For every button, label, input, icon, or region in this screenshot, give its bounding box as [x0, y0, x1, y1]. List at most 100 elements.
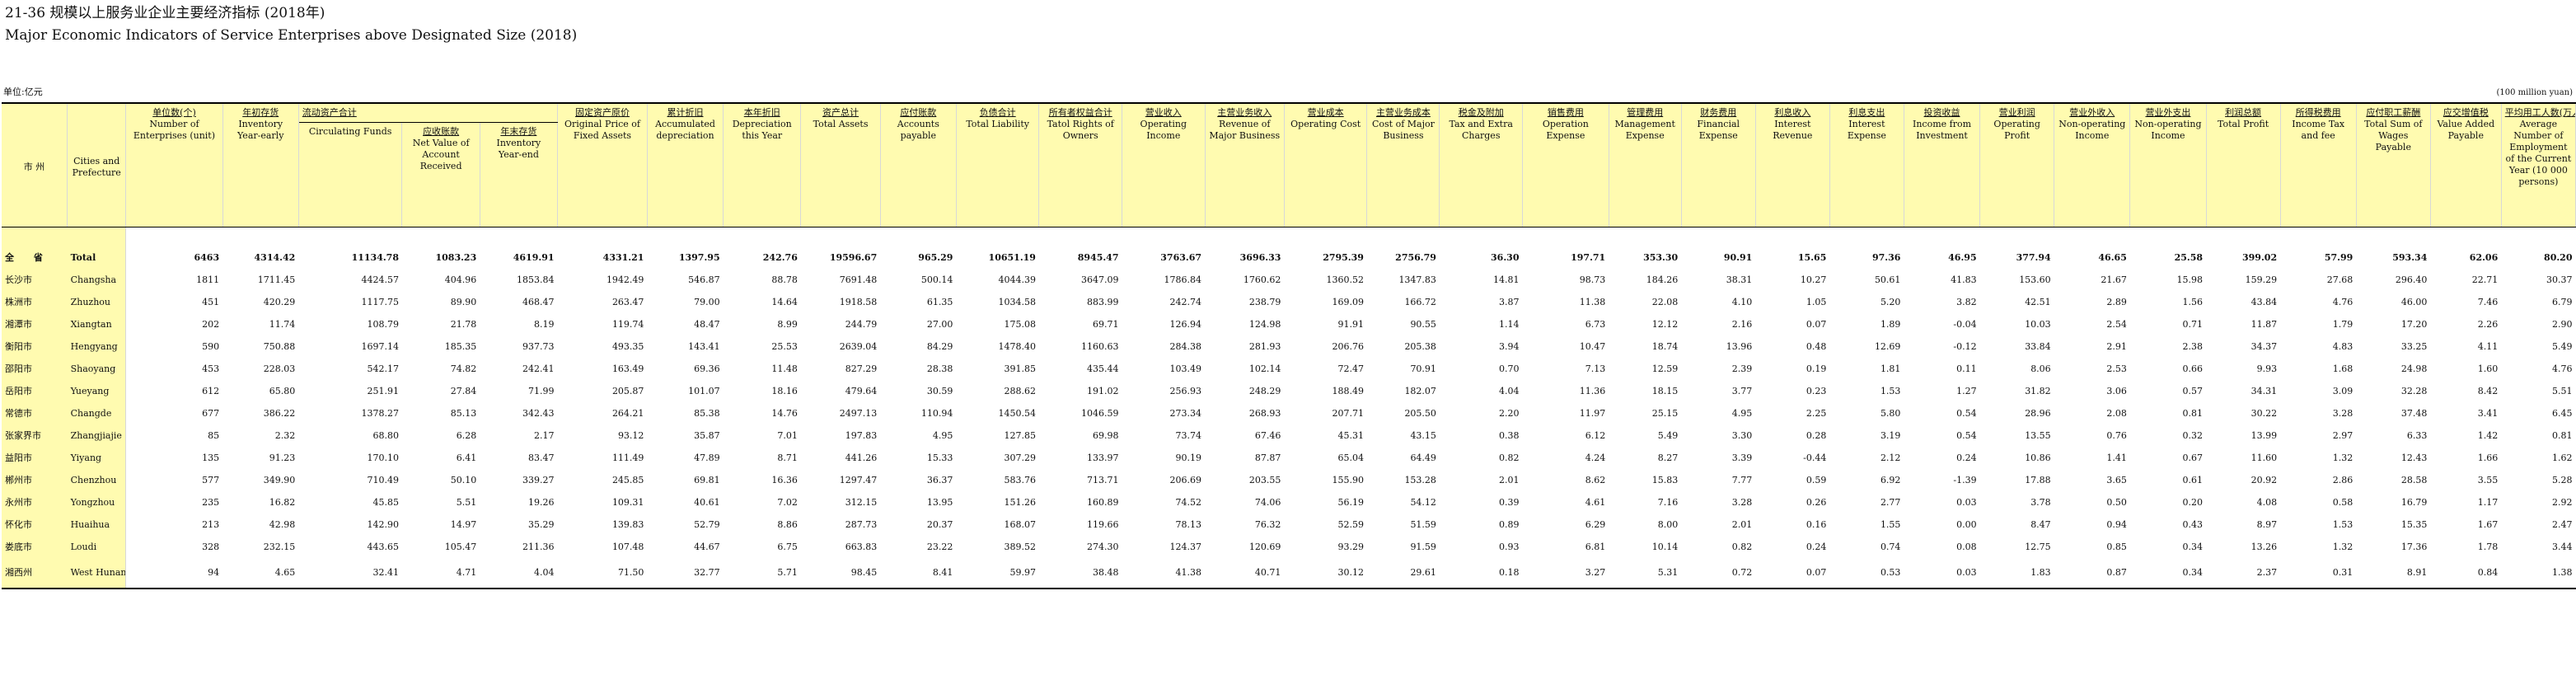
table-cell: 2.53	[2106, 363, 2127, 374]
table-cell: 205.87	[611, 385, 644, 396]
table-cell: 91.59	[1410, 541, 1436, 552]
table-cell: 11.38	[1579, 296, 1606, 307]
table-cell: 85.38	[694, 407, 720, 419]
table-cell: 0.24	[1806, 541, 1827, 552]
table-cell: 1.17	[2477, 496, 2499, 508]
table-cell: 142.90	[367, 518, 399, 530]
column-header-chinese: 平均用工人数(万人)	[2504, 107, 2575, 118]
table-row: 郴州市 Chenzhou 577 349.90 710.49 50.10 339.27 245…	[2, 469, 2576, 491]
table-cell: 232.15	[263, 541, 296, 552]
table-cell: 61.35	[926, 296, 953, 307]
table-cell: 1478.40	[998, 340, 1036, 352]
table-cell: 59.97	[1009, 567, 1036, 578]
table-cell: 2.08	[2106, 407, 2127, 419]
table-title-chinese: 21-36 规模以上服务业企业主要经济指标 (2018年)	[5, 5, 326, 21]
table-cell: 93.12	[617, 429, 644, 441]
table-cell: 50.10	[450, 474, 477, 485]
column-header-chinese: 利息支出	[1848, 107, 1885, 118]
table-cell: 74.06	[1254, 496, 1281, 508]
table-cell: 166.72	[1404, 296, 1436, 307]
table-cell: -0.04	[1953, 318, 1977, 330]
row-name-chinese: 娄底市	[2, 536, 68, 558]
table-cell: 342.43	[522, 407, 555, 419]
column-header-chinese: 营业利润	[1998, 107, 2035, 118]
table-cell: 3.09	[2332, 385, 2354, 396]
table-cell: 1853.84	[517, 274, 555, 285]
table-cell: 6.81	[1585, 541, 1606, 552]
table-cell: 883.99	[1087, 296, 1119, 307]
table-cell: 1.79	[2332, 318, 2354, 330]
column-header-28: 应付职工薪酬 Total Sum of Wages Payable	[2356, 103, 2431, 227]
column-header-1: 年初存货 Inventory Year-early	[222, 103, 299, 227]
table-cell: 38.31	[1726, 274, 1753, 285]
table-cell: 23.22	[926, 541, 953, 552]
table-cell: 2.92	[2552, 496, 2573, 508]
table-cell: 28.96	[2025, 407, 2051, 419]
table-cell: 6.28	[456, 429, 477, 441]
table-cell: 56.19	[1337, 496, 1364, 508]
row-name-english: Huaihua	[67, 514, 127, 536]
table-cell: 1083.23	[435, 252, 477, 263]
table-cell: 3647.09	[1081, 274, 1119, 285]
table-cell: 34.31	[2250, 385, 2278, 396]
table-cell: 19.26	[528, 496, 555, 508]
table-cell: 159.29	[2245, 274, 2278, 285]
column-header-chinese: 营业成本	[1307, 107, 1344, 118]
table-cell: 85	[208, 429, 220, 441]
table-cell: 4424.57	[361, 274, 399, 285]
table-cell: 238.79	[1248, 296, 1281, 307]
table-cell: 4.04	[534, 567, 555, 578]
table-cell: 1786.84	[1164, 274, 1202, 285]
table-cell: 441.26	[845, 452, 878, 463]
table-cell: 93.29	[1337, 541, 1364, 552]
table-cell: 4.76	[2332, 296, 2354, 307]
column-header-12: 营业收入 Operating Income	[1122, 103, 1206, 227]
table-cell: 36.37	[926, 474, 953, 485]
column-header-16: 税金及附加 Tax and Extra Charges	[1439, 103, 1523, 227]
table-cell: 4314.42	[254, 252, 296, 263]
table-cell: 10.14	[1651, 541, 1679, 552]
table-cell: 185.35	[444, 340, 477, 352]
table-cell: 30.59	[926, 385, 953, 396]
table-cell: 52.79	[694, 518, 720, 530]
table-cell: 2.89	[2106, 296, 2127, 307]
table-cell: 27.84	[450, 385, 477, 396]
table-cell: 8.42	[2477, 385, 2499, 396]
table-row: 长沙市 Changsha 1811 1711.45 4424.57 404.96 1853.…	[2, 269, 2576, 291]
table-cell: 263.47	[611, 296, 644, 307]
table-cell: 307.29	[1004, 452, 1036, 463]
table-cell: 0.31	[2332, 567, 2354, 578]
table-cell: 28.58	[2400, 474, 2428, 485]
table-cell: 35.29	[528, 518, 555, 530]
table-cell: 377.94	[2016, 252, 2051, 263]
column-header-chinese: 单位数(个)	[152, 107, 196, 118]
table-cell: 583.76	[1004, 474, 1036, 485]
table-cell: 389.52	[1004, 541, 1036, 552]
table-cell: 1918.58	[839, 296, 878, 307]
table-cell: 0.89	[1498, 518, 1520, 530]
table-cell: 97.36	[1871, 252, 1901, 263]
table-cell: 84.29	[926, 340, 953, 352]
table-cell: 4.04	[1498, 385, 1520, 396]
column-header-english: Value Added Payable	[2437, 119, 2495, 141]
table-cell: 1.81	[1880, 363, 1901, 374]
table-cell: 18.74	[1651, 340, 1679, 352]
column-header-chinese: 年初存货	[242, 107, 279, 118]
table-cell: 273.34	[1169, 407, 1202, 419]
table-cell: 27.68	[2326, 274, 2354, 285]
row-name-chinese: 衡阳市	[2, 335, 68, 358]
column-header-22: 投资收益 Income from Investment	[1904, 103, 1981, 227]
table-cell: 15.65	[1797, 252, 1827, 263]
table-cell: 205.38	[1404, 340, 1436, 352]
table-cell: 20.92	[2250, 474, 2278, 485]
table-cell: 6463	[194, 252, 220, 263]
table-cell: 1.41	[2106, 452, 2127, 463]
table-row: 湘西州 West Hunan 94 4.65 32.41 4.71 4.04 71.50 32.…	[2, 558, 2576, 589]
table-cell: 124.98	[1248, 318, 1281, 330]
table-cell: 287.73	[845, 518, 878, 530]
table-cell: 5.51	[2552, 385, 2573, 396]
table-cell: 3763.67	[1160, 252, 1202, 263]
table-cell: 85.13	[450, 407, 477, 419]
table-cell: 10.03	[2025, 318, 2051, 330]
column-header-20: 利息收入 Interest Revenue	[1755, 103, 1830, 227]
